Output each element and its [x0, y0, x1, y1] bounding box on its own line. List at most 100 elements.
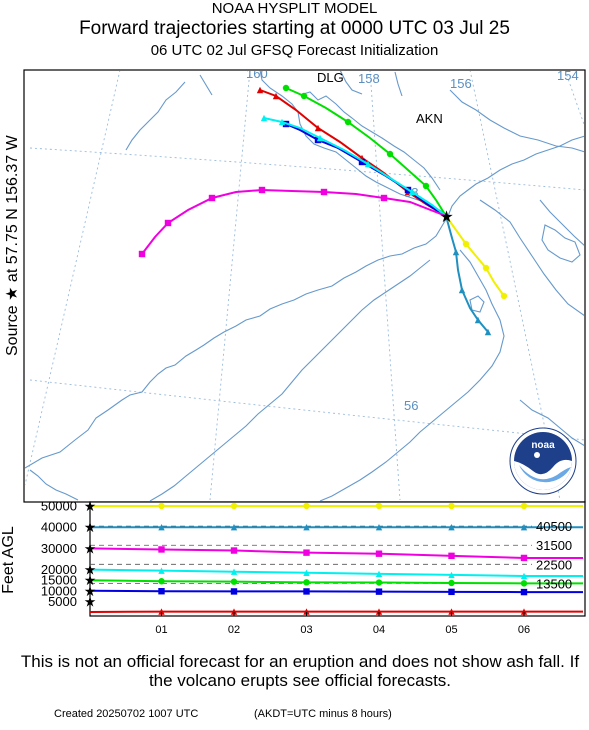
lon-label: 160 [246, 66, 268, 81]
source-star-icon: ★ [439, 209, 453, 226]
height-point-cyan [303, 569, 310, 576]
trajectory-line-red [259, 89, 447, 217]
y-tick-label: 30000 [41, 541, 77, 556]
trajectory-steelblue [445, 215, 492, 336]
height-point-green [520, 580, 528, 587]
height-point-steelblue [375, 524, 383, 531]
lon-label: 156 [450, 76, 472, 91]
y-tick-label: 10000 [41, 583, 77, 598]
height-series-cyan [89, 567, 583, 580]
created-timestamp: Created 20250702 1007 UTC [54, 708, 199, 720]
trajectory-point-steelblue [458, 286, 466, 294]
height-point-yellow [158, 502, 165, 510]
height-point-steelblue [303, 524, 310, 531]
trajectory-point-cyan [260, 114, 268, 122]
title-init: 06 UTC 02 Jul GFSQ Forecast Initializati… [150, 42, 439, 59]
height-point-blue [448, 588, 455, 596]
vertical-frame [89, 501, 586, 617]
height-point-magenta [158, 546, 165, 553]
height-point-blue [303, 588, 310, 595]
trajectory-point-green [386, 150, 394, 158]
trajectory-line-yellow [445, 215, 505, 297]
height-point-yellow [303, 502, 310, 510]
trajectory-line-steelblue [445, 215, 489, 333]
trajectory-point-red [256, 86, 264, 94]
start-star-icon: ★ [84, 540, 97, 556]
trajectory-point-yellow [500, 292, 508, 300]
height-point-magenta [448, 552, 455, 560]
height-point-blue [158, 588, 165, 595]
height-point-blue [230, 588, 238, 595]
start-star-icon: ★ [84, 519, 97, 535]
trajectory-point-magenta [138, 250, 146, 258]
right-height-label: 40500 [536, 519, 572, 534]
height-point-magenta [520, 554, 528, 562]
trajectory-point-yellow [462, 240, 470, 248]
place-label-dlg: DLG [317, 70, 344, 85]
height-point-magenta [303, 549, 310, 556]
trajectory-point-magenta [258, 186, 266, 194]
height-point-red [230, 608, 238, 615]
height-point-cyan [375, 570, 383, 578]
height-point-red [448, 608, 455, 615]
trajectory-layer [138, 84, 508, 336]
x-tick-label: 03 [300, 624, 312, 636]
y-tick-label: 20000 [41, 562, 77, 577]
trajectory-line-cyan [263, 117, 447, 217]
height-point-cyan [158, 567, 165, 574]
right-height-label: 13500 [536, 576, 572, 591]
lon-label: 154 [557, 68, 579, 83]
height-point-red [520, 608, 528, 615]
start-star-icon: ★ [84, 562, 97, 578]
height-point-yellow [230, 502, 238, 510]
height-point-green [375, 579, 383, 586]
trajectory-point-blue [358, 158, 366, 166]
vertical-ylabel: Feet AGL [0, 526, 17, 594]
title-run: Forward trajectories starting at 0000 UT… [79, 18, 510, 39]
height-point-yellow [520, 502, 528, 510]
y-tick-label: 15000 [41, 573, 77, 588]
lon-label: 158 [358, 71, 380, 86]
height-series [89, 502, 583, 615]
trajectory-point-cyan [278, 118, 286, 126]
height-point-cyan [448, 571, 455, 579]
noaa-logo-text: noaa [531, 440, 555, 451]
height-line-cyan [89, 568, 583, 577]
height-point-magenta [230, 547, 238, 554]
height-point-green [448, 579, 455, 587]
y-tick-label: 40000 [41, 520, 77, 535]
height-line-green [89, 579, 583, 585]
map-panel: 160 158 156 154 58 56 DLG AKN noaa [23, 66, 586, 503]
disclaimer-notice: This is not an official forecast for an … [20, 652, 580, 690]
right-height-label: 31500 [536, 538, 572, 553]
title-model: NOAA HYSPLIT MODEL [211, 0, 378, 17]
trajectory-point-yellow [482, 264, 490, 272]
height-series-green [89, 578, 583, 587]
x-tick-label: 04 [373, 624, 385, 636]
trajectory-point-magenta [208, 194, 216, 202]
height-point-blue [375, 588, 383, 595]
y-tick-label: 5000 [48, 594, 77, 609]
trajectory-yellow [445, 215, 508, 300]
coastline [25, 71, 584, 501]
height-point-red [375, 608, 383, 615]
timezone-note: (AKDT=UTC minus 8 hours) [254, 708, 392, 720]
start-star-icon: ★ [84, 498, 97, 514]
start-star-icon: ★ [84, 572, 97, 588]
trajectory-magenta [138, 186, 447, 258]
height-point-red [158, 608, 165, 615]
trajectory-line-green [285, 87, 447, 217]
x-tick-label: 06 [518, 624, 530, 636]
height-point-steelblue [230, 524, 238, 531]
height-point-yellow [448, 502, 455, 510]
trajectory-point-green [344, 118, 352, 126]
trajectory-point-green [422, 182, 430, 190]
height-series-yellow [90, 502, 583, 510]
start-star-icon: ★ [84, 593, 97, 609]
trajectory-point-magenta [380, 194, 388, 202]
trajectory-point-cyan [364, 160, 372, 168]
start-star-icon: ★ [84, 583, 97, 599]
place-label-akn: AKN [416, 111, 443, 126]
trajectory-point-cyan [408, 188, 416, 196]
trajectory-point-red [272, 92, 280, 100]
